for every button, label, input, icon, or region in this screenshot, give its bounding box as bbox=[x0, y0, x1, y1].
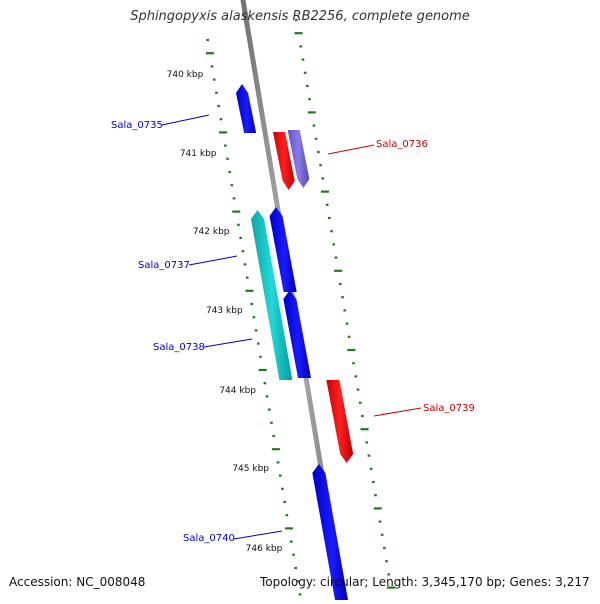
gene-arrow-sala-0736[interactable] bbox=[273, 132, 295, 190]
callout-leader-line bbox=[233, 530, 283, 540]
kbp-label: 741 kbp bbox=[180, 149, 217, 159]
gene-arrow-sala-0738[interactable] bbox=[283, 290, 312, 378]
scale-labels: 740 kbp 741 kbp 742 kbp 743 kbp 744 kbp 745 k… bbox=[167, 70, 283, 554]
gene-arrow[interactable] bbox=[287, 130, 310, 188]
kbp-label: 744 kbp bbox=[219, 386, 256, 396]
topology-text: Topology: circular; Length: 3,345,170 bp… bbox=[260, 575, 590, 589]
callout-leader-line bbox=[373, 407, 422, 417]
kbp-label: 740 kbp bbox=[167, 70, 204, 80]
accession-text: Accession: NC_008048 bbox=[9, 575, 146, 589]
callout-leader-line bbox=[203, 338, 253, 348]
callout-leader-line bbox=[327, 144, 375, 155]
gene-features bbox=[236, 84, 354, 600]
gene-label-sala-0737[interactable]: Sala_0737 bbox=[138, 260, 190, 271]
gene-label-sala-0736[interactable]: Sala_0736 bbox=[376, 139, 428, 150]
kbp-label: 743 kbp bbox=[206, 306, 243, 316]
gene-label-sala-0735[interactable]: Sala_0735 bbox=[111, 120, 163, 131]
gene-arrow[interactable] bbox=[269, 207, 297, 292]
gene-callouts: Sala_0735 Sala_0736 Sala_0737 Sala_0738 Sala… bbox=[111, 114, 475, 544]
kbp-label: 745 kbp bbox=[232, 464, 269, 474]
scale-ticks bbox=[205, 18, 395, 596]
gene-label-sala-0740[interactable]: Sala_0740 bbox=[183, 533, 235, 544]
kbp-label: 746 kbp bbox=[246, 544, 283, 554]
gene-arrow-sala-0735[interactable] bbox=[236, 84, 257, 133]
gene-label-sala-0738[interactable]: Sala_0738 bbox=[153, 342, 205, 353]
gene-arrow-sala-0740[interactable] bbox=[312, 464, 349, 600]
callout-leader-line bbox=[161, 114, 210, 126]
genome-title: Sphingopyxis alaskensis RB2256, complete… bbox=[130, 9, 470, 24]
gene-arrow-sala-0737[interactable] bbox=[251, 210, 293, 380]
kbp-label: 742 kbp bbox=[193, 227, 230, 237]
callout-leader-line bbox=[188, 255, 238, 266]
gene-arrow-sala-0739[interactable] bbox=[326, 380, 354, 463]
gene-label-sala-0739[interactable]: Sala_0739 bbox=[423, 403, 475, 414]
